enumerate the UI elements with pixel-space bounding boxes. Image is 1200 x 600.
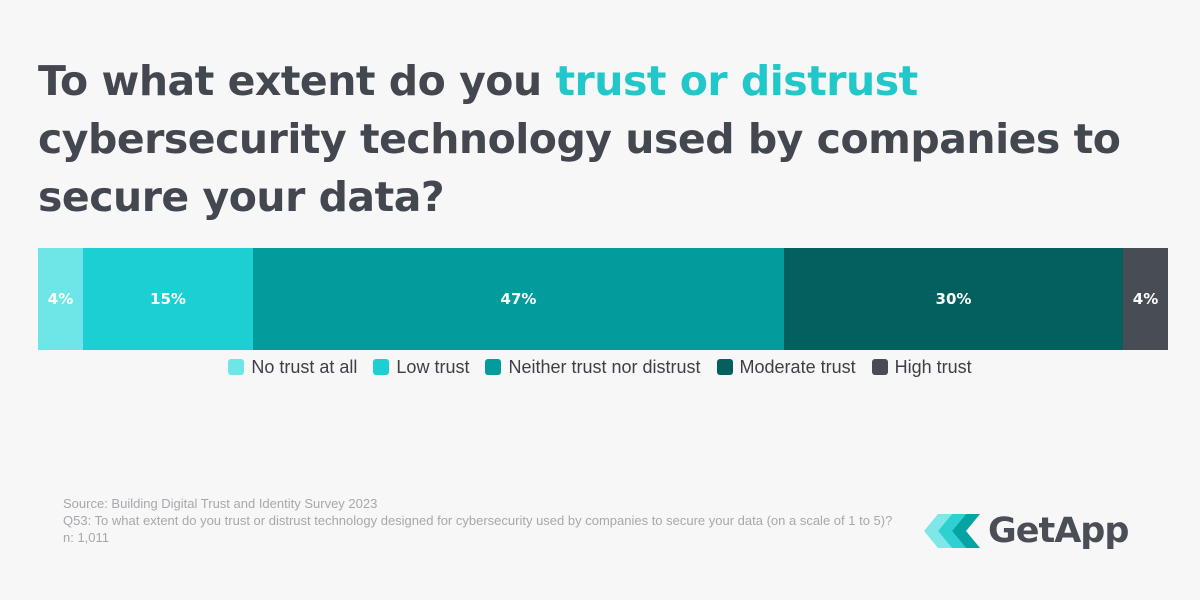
getapp-chevrons-icon [924, 514, 980, 548]
legend-label: Moderate trust [739, 356, 856, 377]
chart-title: To what extent do you trust or distrust … [38, 52, 1168, 226]
bar-segment-no-trust-at-all: 4% [38, 248, 83, 350]
legend-label: No trust at all [251, 356, 358, 377]
legend-swatch [373, 359, 390, 375]
segment-value-label: 4% [47, 290, 74, 308]
bar-segment-neither-trust-nor-distrust: 47% [253, 248, 784, 350]
segment-value-label: 15% [150, 290, 186, 308]
segment-value-label: 4% [1132, 290, 1159, 308]
legend-item: Low trust [373, 357, 469, 378]
title-part-1: To what extent do you [38, 57, 556, 105]
logo-text: GetApp [988, 511, 1129, 551]
source-text: Source: Building Digital Trust and Ident… [63, 496, 378, 511]
bar-segment-low-trust: 15% [83, 248, 253, 350]
legend-item: Moderate trust [716, 356, 856, 378]
legend: No trust at all Low trust Neither trust no… [0, 355, 1200, 379]
segment-value-label: 30% [935, 290, 972, 308]
bar-segment-moderate-trust: 30% [784, 248, 1123, 350]
legend-item: High trust [871, 356, 972, 378]
bar-segment-high-trust: 4% [1123, 248, 1168, 350]
legend-label: Low trust [396, 356, 470, 377]
sample-size-text: n: 1,011 [63, 530, 110, 545]
legend-swatch [716, 359, 733, 375]
legend-label: High trust [894, 356, 972, 377]
stacked-bar: 4% 15% 47% 30% 4% [38, 248, 1168, 350]
legend-swatch [228, 359, 245, 375]
getapp-logo: GetApp [924, 508, 1129, 554]
legend-swatch [485, 359, 502, 375]
footnote: Source: Building Digital Trust and Ident… [63, 495, 908, 546]
segment-value-label: 47% [500, 290, 537, 308]
question-text: Q53: To what extent do you trust or dist… [63, 513, 893, 528]
legend-swatch [871, 359, 888, 375]
legend-item: No trust at all [228, 357, 357, 378]
legend-label: Neither trust nor distrust [508, 356, 701, 377]
title-highlight: trust or distrust [555, 57, 918, 105]
legend-item: Neither trust nor distrust [485, 356, 701, 378]
title-part-2: cybersecurity technology used by compani… [38, 115, 1121, 221]
